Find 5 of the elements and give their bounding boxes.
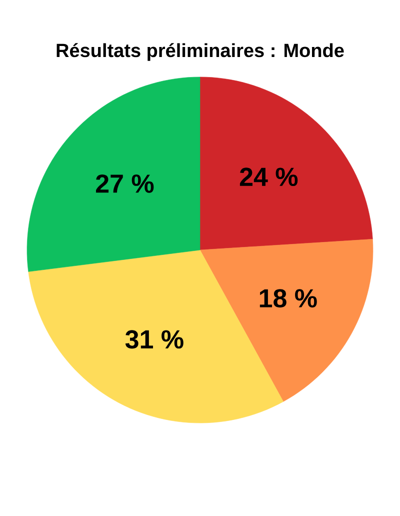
data-label: 18 %	[260, 289, 317, 308]
data-label: 31 %	[125, 330, 184, 349]
data-label: 27 %	[96, 174, 154, 193]
chart-title: Résultats préliminaires : Monde	[56, 43, 344, 61]
data-label: 24 %	[240, 168, 298, 186]
